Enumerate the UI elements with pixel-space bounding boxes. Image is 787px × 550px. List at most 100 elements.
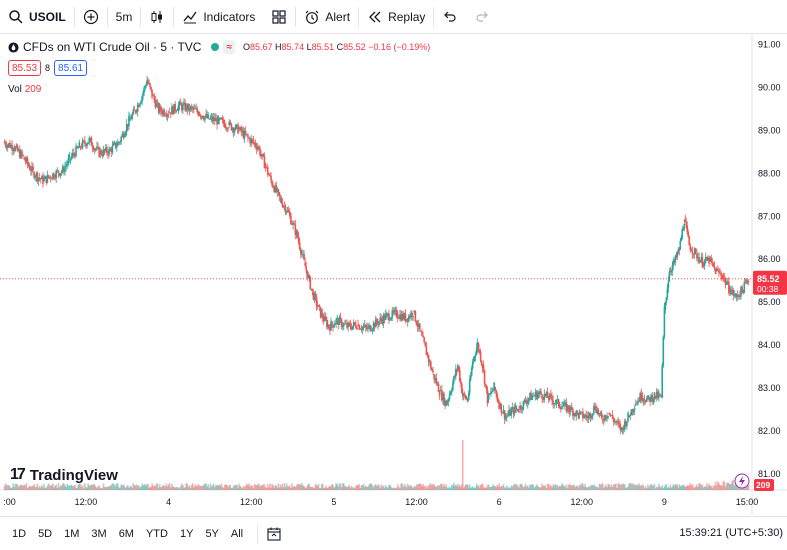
candle-body: [177, 105, 180, 111]
candle-body: [608, 412, 611, 415]
price-chart[interactable]: 91.00 90.00 89.00 88.00 87.00 86.00 85.00 84.00…: [0, 35, 787, 515]
candle-body: [135, 110, 138, 112]
volume-bar: [619, 485, 622, 490]
volume-bar: [561, 483, 563, 490]
candle-body: [493, 382, 495, 390]
undo-button[interactable]: [434, 0, 466, 33]
volume-bar: [67, 485, 70, 490]
volume-bar: [461, 440, 464, 490]
range-1y[interactable]: 1Y: [179, 527, 194, 540]
candle-body: [697, 257, 699, 259]
candle-body: [291, 224, 293, 225]
calendar-range-icon[interactable]: [266, 526, 282, 542]
range-1d[interactable]: 1D: [12, 527, 27, 540]
range-5y[interactable]: 5Y: [205, 527, 219, 540]
candle-body: [561, 406, 563, 410]
candle-body: [122, 133, 125, 138]
redo-button[interactable]: [466, 0, 498, 33]
candle-body: [498, 402, 500, 409]
candle-body: [32, 166, 34, 171]
chart-type-button[interactable]: [141, 0, 173, 33]
volume-bar: [673, 486, 676, 490]
candle-body: [546, 392, 549, 398]
volume-bar: [98, 485, 100, 490]
candle-body: [87, 142, 89, 144]
sell-button[interactable]: 85.53: [8, 60, 42, 76]
candle-body: [117, 142, 119, 146]
candle-body: [553, 403, 556, 405]
range-1m[interactable]: 1M: [64, 527, 80, 540]
candle-body: [80, 146, 83, 148]
volume-bar: [119, 487, 121, 490]
candle-body: [318, 305, 321, 308]
timezone-clock[interactable]: 15:39:21 (UTC+5:30): [679, 527, 783, 539]
range-6m[interactable]: 6M: [118, 527, 134, 540]
symbol-search[interactable]: USOIL: [0, 0, 74, 33]
volume-bar: [278, 487, 281, 490]
candle-body: [313, 293, 316, 300]
range-ytd[interactable]: YTD: [145, 527, 168, 540]
volume-bar: [608, 484, 611, 490]
layouts-button[interactable]: [263, 0, 295, 33]
volume-bar: [99, 488, 102, 490]
volume-bar: [201, 485, 204, 490]
candle-body: [379, 317, 381, 322]
candle-body: [534, 391, 537, 396]
volume-bar: [288, 485, 291, 490]
indicators-button[interactable]: Indicators: [174, 0, 263, 33]
volume-bar: [95, 486, 97, 490]
candle-body: [387, 313, 389, 317]
volume-bar: [434, 486, 437, 490]
candle-body: [541, 394, 543, 399]
volume-bar: [671, 486, 674, 490]
volume-bar: [576, 485, 579, 490]
candle-body: [670, 271, 673, 273]
volume-bar: [93, 484, 96, 490]
candle-body: [240, 127, 243, 133]
candle-body: [405, 319, 408, 322]
alert-button[interactable]: Alert: [296, 0, 358, 33]
range-all[interactable]: All: [230, 527, 244, 540]
candle-body: [717, 269, 719, 271]
candle-body: [542, 398, 545, 400]
volume-bar: [622, 483, 625, 490]
volume-bar: [349, 487, 352, 490]
chart-area[interactable]: 91.00 90.00 89.00 88.00 87.00 86.00 85.00 84.00…: [0, 35, 787, 515]
candle-body: [422, 335, 424, 338]
redo-icon: [476, 11, 489, 22]
candle-body: [185, 104, 188, 111]
volume-bar: [404, 485, 407, 490]
candle-body: [496, 393, 498, 400]
interval-button[interactable]: 5m: [108, 0, 141, 33]
volume-bar: [665, 483, 668, 490]
candle-body: [391, 310, 394, 318]
volume-bar: [257, 484, 259, 490]
range-5d[interactable]: 5D: [38, 527, 53, 540]
candle-body: [319, 307, 322, 318]
candle-body: [37, 177, 40, 181]
volume-bar: [64, 485, 66, 490]
candle-body: [216, 118, 218, 125]
volume-bar: [368, 484, 370, 490]
candle-body: [236, 124, 238, 126]
volume-bar: [683, 485, 686, 490]
candle-body: [458, 370, 461, 381]
compare-button[interactable]: [75, 0, 107, 33]
volume-bar: [20, 484, 22, 490]
candle-body: [483, 370, 486, 384]
volume-bar: [71, 486, 74, 490]
candle-body: [17, 149, 20, 151]
candle-body: [153, 95, 156, 101]
candle-body: [572, 409, 574, 417]
candle-body: [155, 103, 158, 108]
replay-button[interactable]: Replay: [359, 0, 433, 33]
candle-body: [567, 405, 570, 411]
candle-body: [252, 140, 255, 143]
candle-body: [184, 102, 186, 111]
range-3m[interactable]: 3M: [91, 527, 107, 540]
tradingview-logo[interactable]: 17 TradingView: [10, 466, 118, 484]
buy-button[interactable]: 85.61: [54, 60, 88, 76]
candle-body: [475, 347, 478, 355]
volume-bar: [425, 488, 428, 490]
candle-body: [378, 321, 380, 325]
